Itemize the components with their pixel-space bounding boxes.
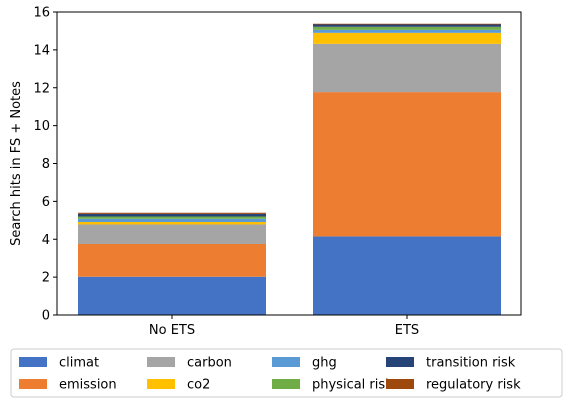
legend-swatch: [272, 379, 300, 389]
y-tick-label: 6: [42, 195, 50, 210]
x-tick-label: No ETS: [149, 323, 195, 338]
bar-segment: [313, 236, 501, 315]
legend-swatch: [386, 357, 414, 367]
bar-segment: [313, 24, 501, 27]
y-tick-label: 12: [33, 81, 50, 96]
y-axis: 0 2 4 6 8 10 12 14 16: [33, 6, 57, 324]
bar-segment: [78, 212, 266, 214]
y-tick-label: 2: [42, 271, 50, 286]
y-tick-label: 10: [33, 119, 50, 134]
bar-segment: [78, 243, 266, 277]
legend-swatch: [147, 379, 175, 389]
legend: climat emission carbon co2 ghg physical risk t…: [10, 348, 563, 398]
y-tick-label: 16: [33, 6, 50, 21]
bars-layer: [78, 23, 501, 315]
bar-segment: [313, 92, 501, 237]
legend-label: carbon: [187, 356, 232, 371]
y-tick-label: 0: [42, 309, 50, 324]
legend-swatch: [386, 379, 414, 389]
bar-segment: [313, 26, 501, 30]
bar-segment: [313, 32, 501, 44]
legend-swatch: [272, 357, 300, 367]
bar-segment: [78, 213, 266, 217]
legend-swatch: [19, 357, 47, 367]
bar-segment: [78, 224, 266, 244]
bar-segment: [313, 29, 501, 33]
y-tick-label: 8: [42, 157, 50, 172]
bar-segment: [313, 23, 501, 25]
x-axis: No ETS ETS: [149, 315, 419, 338]
legend-label: physical risk: [312, 378, 393, 393]
bar-segment: [78, 276, 266, 315]
legend-swatch: [19, 379, 47, 389]
legend-label: regulatory risk: [426, 378, 521, 393]
legend-label: emission: [59, 378, 117, 393]
bar-segment: [78, 222, 266, 225]
legend-label: transition risk: [426, 356, 516, 371]
y-tick-label: 14: [33, 43, 50, 58]
y-tick-label: 4: [42, 233, 50, 248]
y-axis-label: Search hits in FS + Notes: [9, 81, 24, 246]
legend-label: climat: [59, 356, 99, 371]
legend-label: ghg: [312, 356, 337, 371]
bar-segment: [78, 216, 266, 219]
bar-segment: [78, 218, 266, 223]
legend-swatch: [147, 357, 175, 367]
legend-label: co2: [187, 378, 210, 393]
x-tick-label: ETS: [395, 323, 419, 338]
bar-segment: [313, 43, 501, 93]
